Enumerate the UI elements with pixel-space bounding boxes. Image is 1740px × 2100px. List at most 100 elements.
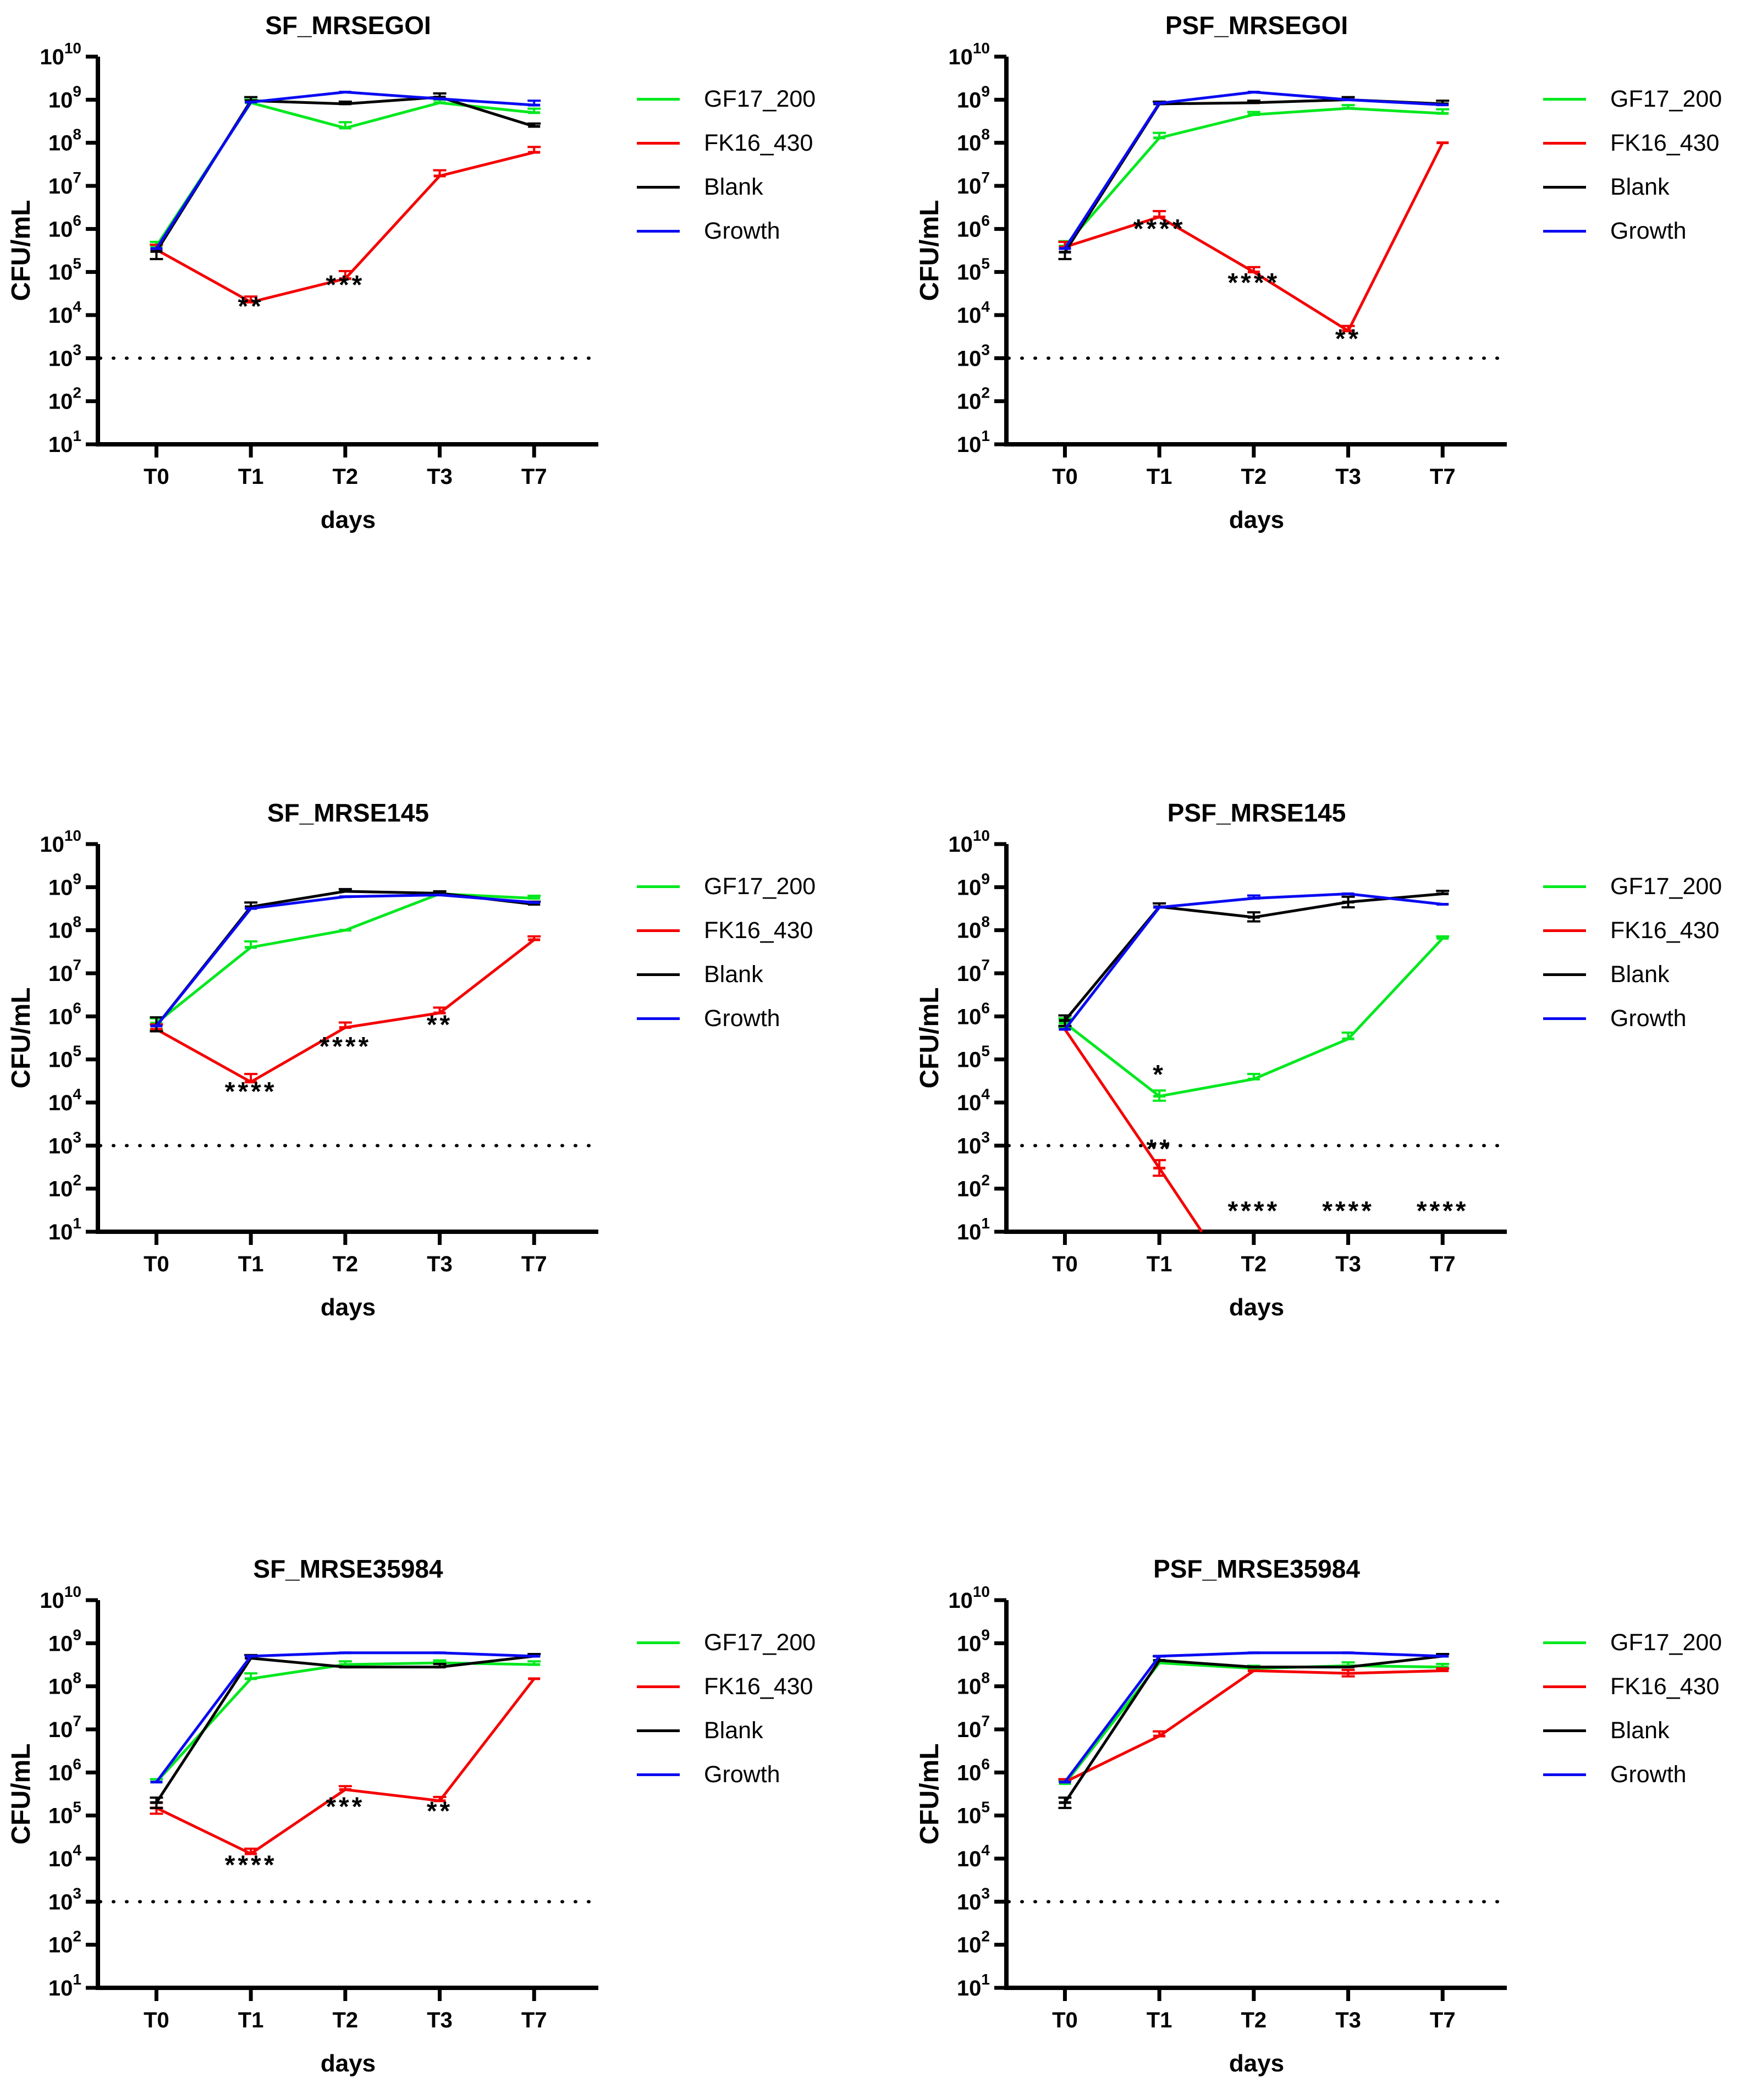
y-tick-label: 1010 xyxy=(40,827,81,857)
y-tick-label: 106 xyxy=(48,1755,81,1785)
x-tick-label: T2 xyxy=(1241,465,1267,489)
significance-annotation: **** xyxy=(319,1032,371,1061)
chart-canvas-psf-mrse35984: PSF_MRSE35984 101 102 103 104 105 106 107 108 109… xyxy=(915,1555,1508,2077)
y-tick-label: 101 xyxy=(48,1215,81,1244)
x-tick-label: T3 xyxy=(1335,1252,1361,1276)
legend-swatch-line xyxy=(637,229,680,233)
legend-item-fk16-430: FK16_430 xyxy=(637,1673,816,1700)
series-blank xyxy=(150,92,541,261)
x-tick-label: T0 xyxy=(1052,465,1078,489)
series-blank xyxy=(1058,1653,1450,1809)
legend-item-blank: Blank xyxy=(1543,961,1722,988)
legend-item-gf17-200: GF17_200 xyxy=(637,86,816,112)
y-tick-label: 105 xyxy=(957,1799,990,1828)
series-line xyxy=(155,96,535,252)
x-tick-label: T7 xyxy=(1430,1252,1456,1276)
y-tick-label: 102 xyxy=(957,1172,990,1201)
series-line xyxy=(1064,107,1443,247)
y-tick-label: 105 xyxy=(957,1043,990,1072)
x-tick-label: T0 xyxy=(1052,2008,1078,2032)
y-tick-label: 106 xyxy=(48,999,81,1029)
series-line xyxy=(155,1655,535,1804)
x-tick-label: T3 xyxy=(1335,465,1361,489)
significance-annotation: **** xyxy=(225,1077,277,1106)
x-tick-label: T1 xyxy=(238,2008,264,2032)
y-tick-label: 107 xyxy=(957,956,990,986)
series-blank xyxy=(1058,890,1450,1027)
legend-psf-mrsegoi: GF17_200 FK16_430 Blank Growth xyxy=(1543,86,1722,263)
axes xyxy=(96,57,598,447)
y-tick-label: 108 xyxy=(957,1669,990,1699)
x-axis-label: days xyxy=(1229,506,1284,533)
legend-item-fk16-430: FK16_430 xyxy=(637,130,816,156)
legend-swatch-line xyxy=(1543,97,1586,101)
y-tick-label: 1010 xyxy=(40,1583,81,1613)
series-line xyxy=(1064,142,1444,333)
significance-annotation: **** xyxy=(1227,268,1280,297)
legend-sf-mrse145: GF17_200 FK16_430 Blank Growth xyxy=(637,873,816,1050)
y-tick-label: 102 xyxy=(957,1928,990,1958)
y-tick-label: 106 xyxy=(957,212,990,241)
legend-label: Blank xyxy=(1610,173,1670,200)
legend-sf-mrse35984: GF17_200 FK16_430 Blank Growth xyxy=(637,1629,816,1806)
y-tick-label: 107 xyxy=(48,956,81,986)
y-tick-label: 104 xyxy=(48,298,82,328)
significance-annotation: **** xyxy=(1227,1197,1280,1226)
legend-psf-mrse145: GF17_200 FK16_430 Blank Growth xyxy=(1543,873,1722,1050)
legend-item-growth: Growth xyxy=(637,218,816,244)
y-tick-label: 103 xyxy=(48,1128,81,1158)
legend-swatch-line xyxy=(637,1017,680,1020)
significance-annotation: **** xyxy=(1417,1197,1469,1226)
panel-psf-mrse35984: PSF_MRSE35984 101 102 103 104 105 106 107 108 109… xyxy=(913,1548,1540,2100)
series-line xyxy=(155,1661,535,1783)
y-axis-label: CFU/mL xyxy=(7,1744,36,1845)
chart-canvas-psf-mrsegoi: PSF_MRSEGOI 101 102 103 104 105 106 107 108 109 10… xyxy=(915,11,1508,533)
legend-item-gf17-200: GF17_200 xyxy=(1543,873,1722,900)
legend-item-fk16-430: FK16_430 xyxy=(637,917,816,944)
legend-item-blank: Blank xyxy=(1543,173,1722,200)
legend-item-blank: Blank xyxy=(637,1717,816,1744)
series-fk16-430 xyxy=(1059,1028,1203,1233)
x-tick-label: T2 xyxy=(333,1252,359,1276)
y-tick-label: 102 xyxy=(48,1928,81,1958)
legend-label: GF17_200 xyxy=(1610,873,1722,900)
y-tick-label: 106 xyxy=(48,212,81,241)
y-tick-label: 103 xyxy=(957,1884,990,1914)
legend-label: Growth xyxy=(1610,1761,1687,1788)
series-line xyxy=(1064,1669,1443,1783)
y-tick-label: 107 xyxy=(957,1712,990,1742)
y-tick-label: 108 xyxy=(48,1669,81,1699)
chart-title: PSF_MRSE145 xyxy=(1168,798,1346,827)
y-tick-label: 103 xyxy=(48,1884,81,1914)
legend-item-gf17-200: GF17_200 xyxy=(1543,1629,1722,1656)
panel-psf-mrse145: PSF_MRSE145 101 102 103 104 105 106 107 108 109 10… xyxy=(913,792,1540,1344)
x-axis-label: days xyxy=(1229,1294,1284,1321)
legend-label: GF17_200 xyxy=(704,873,816,900)
series-blank xyxy=(1058,96,1450,261)
series-gf17-200 xyxy=(150,98,541,248)
series-growth xyxy=(1059,91,1449,250)
x-tick-label: T0 xyxy=(1052,1252,1078,1276)
series-growth xyxy=(1059,892,1449,1031)
y-tick-label: 108 xyxy=(48,126,81,156)
y-tick-label: 101 xyxy=(957,427,990,457)
series-fk16-430 xyxy=(150,935,541,1084)
series-line xyxy=(1064,1028,1203,1233)
legend-swatch-line xyxy=(1543,1685,1586,1688)
x-tick-label: T7 xyxy=(1430,2008,1456,2032)
chart-canvas-sf-mrse145: SF_MRSE145 101 102 103 104 105 106 107 108 109 101… xyxy=(7,798,600,1321)
y-tick-label: 102 xyxy=(957,384,990,414)
series-line xyxy=(1064,1655,1443,1804)
x-axis-label: days xyxy=(321,2050,376,2077)
y-tick-label: 109 xyxy=(48,870,81,900)
legend-label: Growth xyxy=(704,1761,780,1788)
y-tick-label: 105 xyxy=(957,255,990,285)
legend-item-blank: Blank xyxy=(637,174,816,200)
y-tick-label: 106 xyxy=(957,1755,990,1785)
x-tick-label: T1 xyxy=(238,465,264,489)
series-blank xyxy=(150,1653,541,1809)
x-tick-label: T7 xyxy=(521,1252,547,1276)
legend-swatch-line xyxy=(637,1685,680,1688)
legend-label: GF17_200 xyxy=(704,1629,816,1656)
